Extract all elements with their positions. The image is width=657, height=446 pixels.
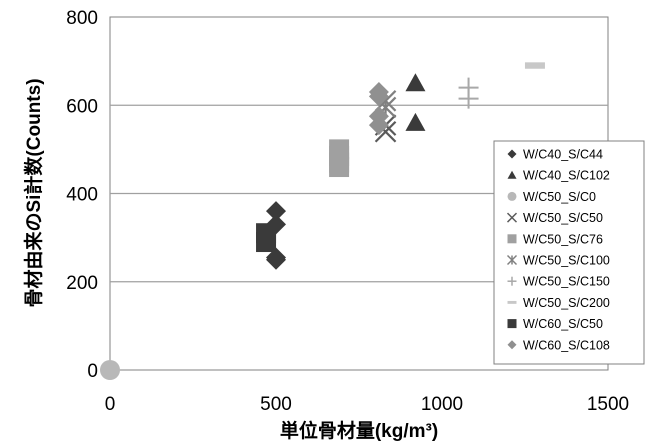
legend-box: [493, 140, 645, 365]
legend-label: W/C50_S/C150: [523, 275, 610, 289]
legend-marker: [507, 170, 517, 179]
data-point: [405, 112, 426, 131]
y-tick-label: 600: [66, 96, 98, 117]
legend-marker: [506, 212, 518, 223]
legend-label: W/C40_S/C102: [523, 169, 610, 183]
data-point: [524, 62, 545, 69]
y-tick-label: 0: [87, 361, 98, 382]
legend-item: W/C50_S/C0: [507, 190, 596, 204]
data-point: [368, 86, 389, 107]
legend-label: W/C50_S/C50: [523, 211, 603, 225]
x-tick-label: 1500: [587, 394, 629, 415]
tick-labels: 0 200 400 600 800 0 500 1000 1500: [66, 8, 629, 415]
x-tick-label: 0: [105, 394, 116, 415]
legend-item: W/C50_S/C150: [507, 275, 610, 289]
x-tick-label: 500: [260, 394, 292, 415]
legend-label: W/C40_S/C44: [523, 148, 603, 162]
data-points: [100, 62, 545, 380]
legend-label: W/C50_S/C76: [523, 232, 603, 246]
series-W/C50_S/C150: [458, 77, 479, 109]
x-axis-label: 単位骨材量(kg/m³): [280, 419, 438, 442]
legend-marker: [507, 191, 517, 201]
series-W/C40_S/C102: [405, 73, 426, 131]
legend-label: W/C50_S/C200: [523, 296, 610, 310]
data-point: [266, 249, 286, 270]
legend-label: W/C50_S/C0: [523, 190, 596, 204]
y-tick-label: 800: [66, 8, 98, 29]
data-point: [100, 360, 120, 380]
series-W/C50_S/C76: [329, 139, 350, 178]
series-W/C60_S/C108: [368, 82, 389, 136]
legend-marker: [507, 300, 517, 304]
data-point: [266, 201, 286, 222]
data-point: [368, 115, 389, 136]
y-tick-label: 200: [66, 273, 98, 294]
data-point: [329, 157, 350, 178]
legend-item: W/C40_S/C102: [507, 169, 610, 183]
legend-marker: [507, 149, 517, 159]
data-point: [405, 73, 426, 92]
legend-marker: [506, 254, 518, 266]
legend-marker: [507, 319, 517, 329]
legend-item: W/C50_S/C50: [506, 211, 603, 225]
y-tick-label: 400: [66, 185, 98, 206]
legend: W/C40_S/C44 W/C40_S/C102 W/C50_S/C0 W/C50_S…: [493, 140, 645, 365]
legend-label: W/C60_S/C108: [523, 338, 610, 352]
y-axis-label: 骨材由来のSi計数(Counts): [22, 78, 45, 307]
series-W/C50_S/C0: [100, 360, 120, 380]
series-W/C60_S/C50: [256, 223, 277, 253]
legend-marker: [507, 234, 517, 244]
data-point: [458, 88, 479, 109]
legend-marker: [507, 276, 517, 286]
data-point: [256, 232, 277, 253]
legend-item: W/C50_S/C76: [507, 232, 603, 246]
x-tick-label: 1000: [421, 394, 463, 415]
legend-item: W/C50_S/C200: [507, 296, 610, 310]
legend-item: W/C50_S/C100: [506, 254, 610, 268]
legend-items: W/C40_S/C44 W/C40_S/C102 W/C50_S/C0 W/C50_S…: [506, 148, 610, 352]
legend-label: W/C50_S/C100: [523, 254, 610, 268]
legend-marker: [507, 340, 517, 350]
legend-label: W/C60_S/C50: [523, 317, 603, 331]
legend-item: W/C60_S/C108: [507, 338, 610, 352]
legend-item: W/C40_S/C44: [507, 148, 603, 162]
legend-item: W/C60_S/C50: [507, 317, 603, 331]
series-W/C50_S/C200: [524, 62, 545, 69]
